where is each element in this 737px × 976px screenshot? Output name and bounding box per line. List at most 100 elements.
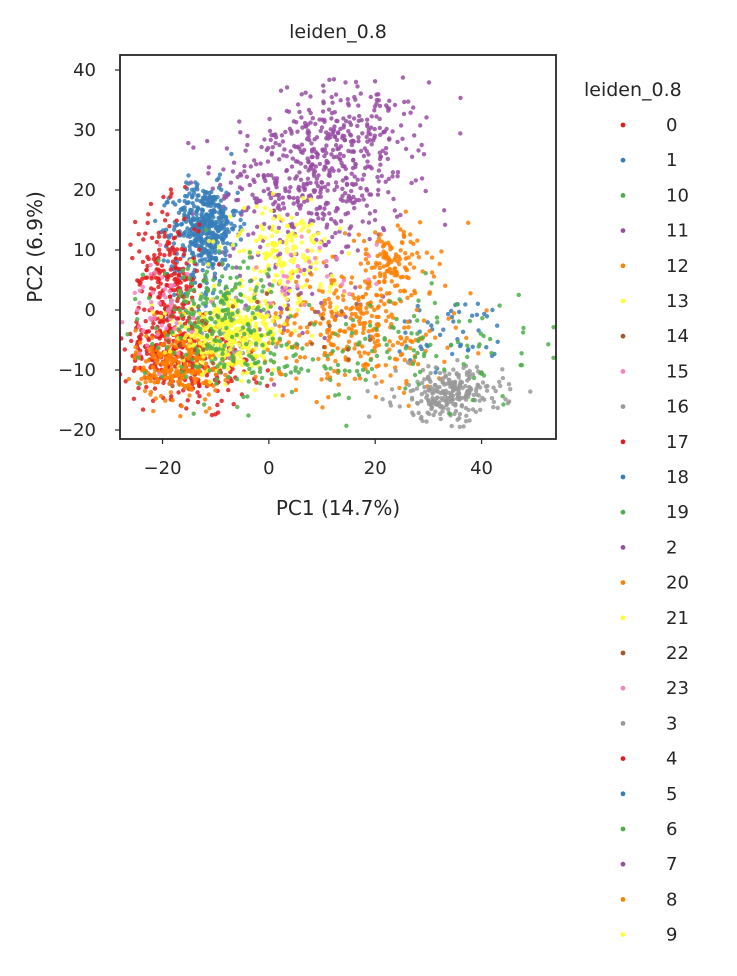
scatter-point-cluster-9: [287, 288, 293, 293]
scatter-point-cluster-1: [216, 215, 221, 220]
scatter-point-cluster-23: [347, 291, 352, 297]
scatter-point-cluster-17: [254, 380, 259, 385]
scatter-point-cluster-23: [339, 282, 345, 287]
scatter-point-cluster-12: [294, 376, 299, 381]
scatter-point-cluster-2: [303, 90, 308, 95]
scatter-point-cluster-10: [235, 309, 240, 315]
scatter-point-cluster-6: [347, 369, 352, 374]
scatter-point-cluster-7: [426, 80, 432, 85]
scatter-point-cluster-18: [189, 222, 195, 227]
scatter-point-cluster-10: [247, 255, 252, 260]
scatter-point-cluster-2: [291, 195, 296, 201]
scatter-point-cluster-6: [307, 302, 312, 308]
scatter-point-cluster-23: [281, 273, 286, 279]
scatter-point-cluster-4: [185, 398, 190, 403]
scatter-point-cluster-16: [463, 419, 469, 424]
scatter-point-cluster-4: [123, 379, 128, 384]
scatter-point-cluster-1: [242, 221, 247, 227]
scatter-point-cluster-8: [146, 358, 151, 363]
scatter-point-cluster-2: [386, 190, 391, 195]
scatter-point-cluster-19: [212, 338, 217, 343]
scatter-point-cluster-10: [179, 313, 185, 318]
scatter-point-cluster-12: [363, 291, 369, 297]
scatter-point-cluster-8: [126, 376, 132, 382]
scatter-point-cluster-11: [271, 382, 277, 387]
scatter-point-cluster-19: [247, 366, 252, 372]
scatter-point-cluster-2: [266, 186, 271, 192]
scatter-point-cluster-1: [153, 218, 158, 224]
scatter-point-cluster-12: [372, 340, 377, 345]
scatter-point-cluster-7: [351, 116, 357, 121]
scatter-point-cluster-10: [211, 277, 216, 283]
scatter-point-cluster-1: [179, 207, 185, 212]
scatter-point-cluster-1: [202, 196, 207, 201]
scatter-point-cluster-16: [440, 409, 445, 414]
scatter-point-cluster-21: [246, 296, 251, 301]
legend-label-18: 18: [666, 467, 689, 488]
legend-marker-14: [620, 333, 626, 339]
scatter-point-cluster-0: [171, 247, 177, 253]
scatter-point-cluster-4: [131, 368, 137, 373]
scatter-point-cluster-21: [274, 229, 279, 235]
scatter-point-cluster-20: [374, 292, 379, 298]
scatter-point-cluster-2: [206, 171, 211, 176]
scatter-point-cluster-12: [292, 321, 297, 326]
scatter-point-cluster-7: [326, 131, 332, 137]
scatter-point-cluster-17: [195, 399, 201, 405]
scatter-point-cluster-12: [349, 275, 355, 280]
scatter-point-cluster-12: [464, 335, 469, 341]
scatter-point-cluster-7: [320, 148, 326, 153]
scatter-point-cluster-17: [231, 402, 236, 407]
scatter-point-cluster-7: [278, 88, 284, 93]
legend-marker-8: [620, 897, 626, 902]
legend-marker-21: [620, 615, 626, 621]
scatter-point-cluster-20: [401, 233, 407, 239]
scatter-point-cluster-12: [387, 339, 392, 344]
scatter-point-cluster-2: [273, 199, 278, 205]
scatter-point-cluster-8: [176, 354, 181, 359]
scatter-point-cluster-17: [195, 390, 200, 395]
scatter-point-cluster-10: [204, 277, 209, 283]
scatter-point-cluster-6: [367, 323, 373, 328]
scatter-point-cluster-2: [356, 139, 361, 144]
scatter-point-cluster-12: [402, 339, 408, 344]
scatter-point-cluster-16: [443, 388, 449, 393]
scatter-point-cluster-10: [246, 305, 252, 310]
scatter-point-cluster-12: [401, 390, 407, 395]
scatter-point-cluster-6: [340, 349, 345, 354]
scatter-point-cluster-8: [153, 374, 158, 379]
scatter-point-cluster-16: [428, 379, 433, 384]
scatter-point-cluster-17: [197, 394, 202, 399]
scatter-point-cluster-19: [306, 368, 311, 373]
scatter-point-cluster-7: [352, 174, 357, 179]
scatter-point-cluster-12: [330, 254, 335, 259]
scatter-point-cluster-2: [284, 168, 289, 174]
scatter-point-cluster-6: [478, 331, 483, 336]
legend: leiden_0.8 01101112131415161718192202122…: [584, 79, 689, 946]
scatter-point-cluster-0: [171, 236, 176, 241]
scatter-point-cluster-2: [254, 200, 259, 206]
scatter-point-cluster-12: [453, 325, 458, 330]
scatter-point-cluster-10: [229, 318, 234, 323]
scatter-point-cluster-4: [129, 338, 134, 344]
scatter-point-cluster-12: [304, 278, 310, 283]
scatter-point-cluster-15: [157, 301, 162, 306]
scatter-point-cluster-8: [162, 330, 168, 335]
scatter-point-cluster-2: [231, 160, 237, 165]
scatter-point-cluster-7: [348, 133, 354, 138]
scatter-point-cluster-13: [207, 379, 213, 385]
scatter-point-cluster-12: [357, 321, 363, 327]
scatter-point-cluster-10: [237, 281, 242, 286]
x-axis-label: PC1 (14.7%): [276, 496, 400, 520]
scatter-point-cluster-23: [280, 288, 285, 293]
scatter-point-cluster-7: [317, 117, 322, 122]
scatter-point-cluster-12: [364, 305, 369, 311]
scatter-point-cluster-2: [298, 177, 304, 182]
scatter-point-cluster-2: [302, 186, 307, 191]
scatter-point-cluster-2: [258, 161, 263, 166]
scatter-point-cluster-9: [271, 243, 276, 248]
scatter-point-cluster-12: [402, 357, 407, 363]
scatter-point-cluster-16: [461, 424, 466, 429]
scatter-point-cluster-2: [242, 169, 247, 174]
scatter-point-cluster-2: [281, 206, 287, 211]
